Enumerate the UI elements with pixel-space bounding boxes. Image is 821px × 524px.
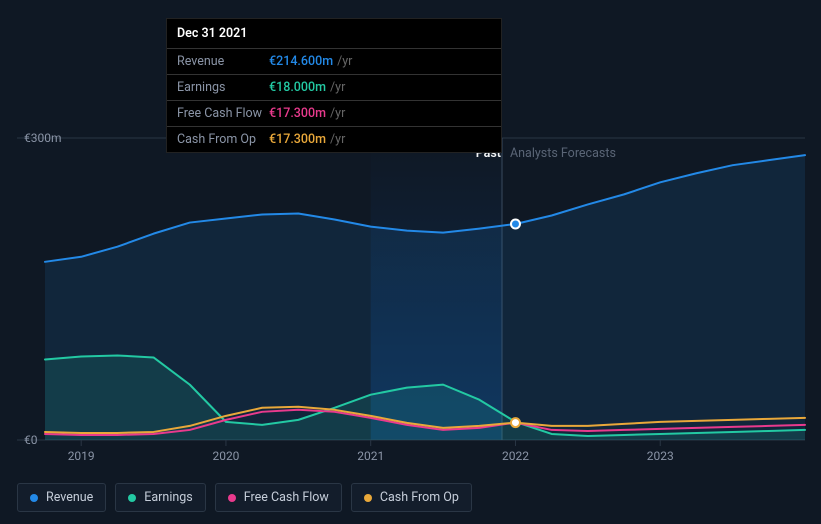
tooltip-row: Free Cash Flow€17.300m/yr [167, 101, 501, 127]
tooltip-unit: /yr [330, 80, 345, 95]
legend-dot-icon [228, 494, 236, 502]
tooltip-unit: /yr [330, 132, 345, 147]
svg-text:€0: €0 [24, 433, 38, 447]
legend-label: Revenue [46, 490, 93, 505]
svg-text:€300m: €300m [24, 131, 62, 145]
legend-label: Earnings [144, 490, 192, 505]
legend-dot-icon [30, 494, 38, 502]
svg-text:2019: 2019 [68, 449, 95, 463]
tooltip-metric-value: €18.000m [269, 80, 326, 95]
legend-label: Cash From Op [380, 490, 459, 505]
tooltip-unit: /yr [337, 54, 352, 69]
chart-tooltip: Dec 31 2021 Revenue€214.600m/yrEarnings€… [166, 18, 502, 153]
svg-text:2022: 2022 [502, 449, 529, 463]
legend-item[interactable]: Cash From Op [351, 483, 472, 512]
legend-label: Free Cash Flow [244, 490, 329, 505]
tooltip-metric-label: Free Cash Flow [177, 106, 269, 121]
chart-legend: Revenue Earnings Free Cash Flow Cash From O… [17, 483, 472, 512]
legend-dot-icon [364, 494, 372, 502]
svg-text:2023: 2023 [647, 449, 674, 463]
svg-text:2020: 2020 [212, 449, 239, 463]
tooltip-date: Dec 31 2021 [167, 19, 501, 49]
tooltip-metric-label: Cash From Op [177, 132, 269, 147]
tooltip-unit: /yr [330, 106, 345, 121]
svg-text:2021: 2021 [357, 449, 384, 463]
tooltip-metric-label: Earnings [177, 80, 269, 95]
legend-item[interactable]: Revenue [17, 483, 106, 512]
legend-item[interactable]: Free Cash Flow [215, 483, 342, 512]
tooltip-row: Earnings€18.000m/yr [167, 75, 501, 101]
tooltip-metric-value: €17.300m [269, 106, 326, 121]
tooltip-metric-value: €17.300m [269, 132, 326, 147]
tooltip-row: Cash From Op€17.300m/yr [167, 127, 501, 152]
legend-dot-icon [128, 494, 136, 502]
legend-item[interactable]: Earnings [115, 483, 205, 512]
tooltip-metric-value: €214.600m [269, 54, 333, 69]
tooltip-row: Revenue€214.600m/yr [167, 49, 501, 75]
tooltip-metric-label: Revenue [177, 54, 269, 69]
